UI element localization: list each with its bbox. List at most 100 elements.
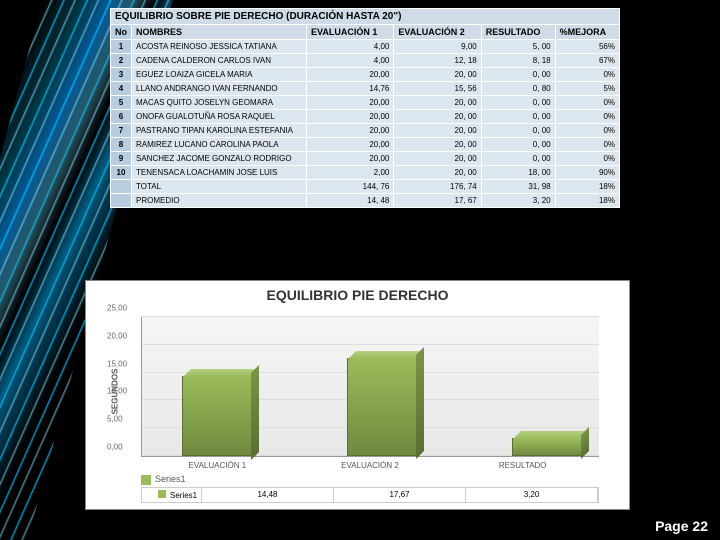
row-num: 1 (111, 40, 132, 54)
chart-container: EQUILIBRIO PIE DERECHO SEGUNDOS 0,005,00… (85, 280, 630, 510)
row-name: EGUEZ LOAIZA GICELA MARIA (132, 68, 307, 82)
y-tick: 15,00 (107, 359, 127, 368)
row-num: 3 (111, 68, 132, 82)
row-name: CADENA CALDERON CARLOS IVAN (132, 54, 307, 68)
page-number: Page 22 (655, 518, 708, 534)
total-m: 18% (555, 180, 619, 194)
promedio-e1: 14, 48 (307, 194, 394, 208)
row-r: 8, 18 (481, 54, 555, 68)
row-num: 5 (111, 96, 132, 110)
chart-bar (512, 438, 582, 456)
row-num: 6 (111, 110, 132, 124)
x-label: EVALUACIÓN 1 (141, 461, 294, 470)
row-name: TENENSACA LOACHAMIN JOSE LUIS (132, 166, 307, 180)
row-e2: 20, 00 (394, 68, 481, 82)
row-r: 0, 00 (481, 124, 555, 138)
x-axis-labels: EVALUACIÓN 1EVALUACIÓN 2RESULTADO (141, 461, 599, 470)
row-e1: 20,00 (307, 110, 394, 124)
row-m: 56% (555, 40, 619, 54)
row-name: ONOFA GUALOTUÑA ROSA RAQUEL (132, 110, 307, 124)
total-e2: 176, 74 (394, 180, 481, 194)
row-m: 0% (555, 96, 619, 110)
row-num: 7 (111, 124, 132, 138)
row-m: 0% (555, 138, 619, 152)
row-e1: 20,00 (307, 68, 394, 82)
col-nombres: NOMBRES (132, 25, 307, 40)
row-e2: 20, 00 (394, 166, 481, 180)
row-e2: 20, 00 (394, 96, 481, 110)
col-res: RESULTADO (481, 25, 555, 40)
y-tick: 20,00 (107, 331, 127, 340)
row-e2: 20, 00 (394, 138, 481, 152)
dt-value: 14,48 (202, 488, 334, 502)
row-m: 0% (555, 110, 619, 124)
row-e1: 4,00 (307, 54, 394, 68)
row-r: 0, 00 (481, 96, 555, 110)
row-r: 18, 00 (481, 166, 555, 180)
row-r: 0, 80 (481, 82, 555, 96)
row-name: RAMIREZ LUCANO CAROLINA PAOLA (132, 138, 307, 152)
table-title: EQUILIBRIO SOBRE PIE DERECHO (DURACIÓN H… (111, 9, 620, 25)
chart-title: EQUILIBRIO PIE DERECHO (86, 281, 629, 309)
data-table: EQUILIBRIO SOBRE PIE DERECHO (DURACIÓN H… (110, 8, 620, 208)
row-name: SANCHEZ JACOME GONZALO RODRIGO (132, 152, 307, 166)
row-num: 4 (111, 82, 132, 96)
row-num: 10 (111, 166, 132, 180)
total-e1: 144, 76 (307, 180, 394, 194)
row-r: 0, 00 (481, 68, 555, 82)
row-r: 0, 00 (481, 110, 555, 124)
promedio-label: PROMEDIO (132, 194, 307, 208)
dt-value: 3,20 (466, 488, 598, 502)
y-tick: 5,00 (107, 415, 123, 424)
row-m: 67% (555, 54, 619, 68)
col-ev2: EVALUACIÓN 2 (394, 25, 481, 40)
row-e2: 20, 00 (394, 110, 481, 124)
row-r: 5, 00 (481, 40, 555, 54)
row-e2: 9,00 (394, 40, 481, 54)
dt-value: 17,67 (334, 488, 466, 502)
promedio-m: 18% (555, 194, 619, 208)
row-e2: 20, 00 (394, 124, 481, 138)
row-num: 8 (111, 138, 132, 152)
promedio-e2: 17, 67 (394, 194, 481, 208)
row-m: 90% (555, 166, 619, 180)
y-tick: 0,00 (107, 443, 123, 452)
row-e1: 2,00 (307, 166, 394, 180)
row-e1: 20,00 (307, 124, 394, 138)
promedio-r: 3, 20 (481, 194, 555, 208)
total-label: TOTAL (132, 180, 307, 194)
row-m: 0% (555, 152, 619, 166)
y-tick: 10,00 (107, 387, 127, 396)
col-mej: %MEJORA (555, 25, 619, 40)
row-name: PASTRANO TIPAN KAROLINA ESTEFANIA (132, 124, 307, 138)
main-content: EQUILIBRIO SOBRE PIE DERECHO (DURACIÓN H… (110, 8, 620, 208)
row-num: 9 (111, 152, 132, 166)
y-tick: 25,00 (107, 304, 127, 313)
row-m: 0% (555, 124, 619, 138)
row-m: 5% (555, 82, 619, 96)
row-e2: 20, 00 (394, 152, 481, 166)
x-label: RESULTADO (446, 461, 599, 470)
chart-plot-area: SEGUNDOS 0,005,0010,0015,0020,0025,00 (141, 317, 599, 457)
row-e1: 4,00 (307, 40, 394, 54)
col-ev1: EVALUACIÓN 1 (307, 25, 394, 40)
row-r: 0, 00 (481, 138, 555, 152)
row-e1: 20,00 (307, 138, 394, 152)
row-name: ACOSTA REINOSO JESSICA TATIANA (132, 40, 307, 54)
legend-swatch (141, 475, 151, 485)
row-num: 2 (111, 54, 132, 68)
chart-bar (182, 376, 252, 457)
dt-series: Series1 (142, 488, 202, 502)
row-e2: 15, 56 (394, 82, 481, 96)
row-e2: 12, 18 (394, 54, 481, 68)
chart-bar (347, 358, 417, 456)
row-m: 0% (555, 68, 619, 82)
x-label: EVALUACIÓN 2 (294, 461, 447, 470)
row-name: MACAS QUITO JOSELYN GEOMARA (132, 96, 307, 110)
row-e1: 20,00 (307, 96, 394, 110)
row-r: 0, 00 (481, 152, 555, 166)
total-r: 31, 98 (481, 180, 555, 194)
row-e1: 14,76 (307, 82, 394, 96)
row-e1: 20,00 (307, 152, 394, 166)
col-no: No (111, 25, 132, 40)
